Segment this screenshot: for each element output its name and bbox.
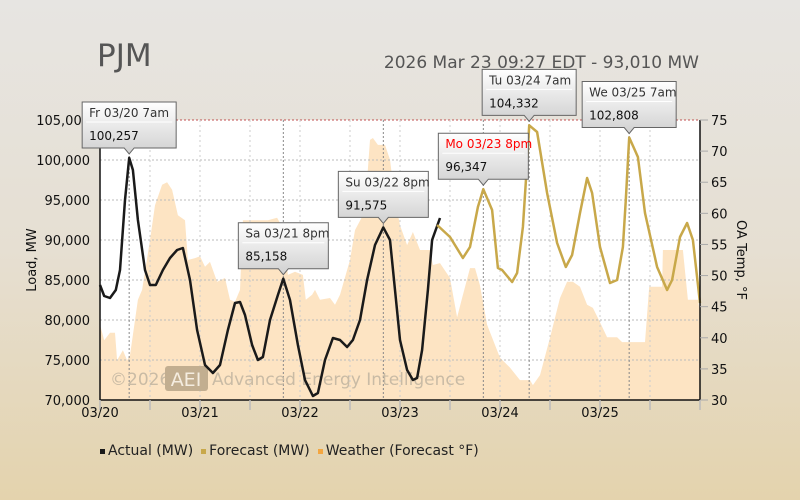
legend-swatch-forecast [201, 448, 207, 454]
callout-value: 96,347 [445, 160, 487, 174]
callout-box [581, 81, 677, 135]
callout-label: Tu 03/24 7am [488, 73, 571, 87]
legend-swatch-weather [317, 448, 323, 454]
peak-callout: Mo 03/23 8pm 96,347 [437, 132, 532, 187]
y-tick-label: 75,000 [45, 354, 91, 369]
y2-tick-label: 70 [711, 145, 728, 160]
callout-label: Mo 03/23 8pm [445, 137, 532, 151]
watermark-copyright: ©2026 [110, 370, 170, 390]
legend-actual[interactable]: Actual (MW) [100, 443, 193, 459]
forecast-load-line [436, 124, 702, 304]
y-tick-label: 90,000 [45, 234, 91, 249]
callout-value: 85,158 [245, 250, 287, 264]
x-tick-label: 03/21 [181, 406, 218, 421]
y2-tick-label: 35 [711, 363, 728, 378]
y2-tick-label: 65 [711, 176, 728, 191]
y-tick-label: 105,000 [36, 114, 90, 129]
legend-weather[interactable]: Weather (Forecast °F) [317, 443, 479, 459]
y-tick-label: 70,000 [45, 394, 91, 409]
x-tick-label: 03/23 [381, 406, 418, 421]
y2-axis-label: OA Temp, °F [733, 220, 748, 300]
callout-value: 104,332 [489, 96, 539, 110]
legend-forecast[interactable]: Forecast (MW) [201, 443, 310, 459]
callout-label: Su 03/22 8pm [345, 175, 429, 189]
y-tick-label: 95,000 [45, 194, 91, 209]
chart-subtitle: 2026 Mar 23 09:27 EDT - 93,010 MW [383, 53, 699, 73]
y-tick-label: 100,000 [36, 154, 90, 169]
peak-callout: Su 03/22 8pm 91,575 [337, 170, 430, 225]
x-tick-label: 03/20 [81, 406, 118, 421]
watermark-name: Advanced Energy Intelligence [212, 370, 465, 390]
x-tick-label: 03/25 [581, 406, 618, 421]
callout-label: We 03/25 7am [589, 86, 676, 100]
y2-tick-label: 55 [711, 238, 728, 253]
callout-box [237, 222, 329, 276]
actual-load-line [98, 156, 442, 398]
y2-tick-label: 45 [711, 301, 728, 316]
legend-swatch-actual [100, 448, 105, 454]
callout-box [81, 101, 177, 155]
callout-label: Fr 03/20 7am [89, 106, 169, 120]
x-tick-label: 03/24 [481, 406, 518, 421]
x-tick-label: 03/22 [281, 406, 318, 421]
callout-value: 100,257 [89, 129, 139, 143]
peak-callout: Fr 03/20 7am 100,257 [81, 101, 177, 155]
aei-logo-box [165, 366, 208, 391]
callout-value: 102,808 [589, 109, 639, 123]
watermark-logo: AEI [171, 369, 202, 391]
y2-tick-label: 30 [711, 394, 728, 409]
peak-callout: Tu 03/24 7am 104,332 [481, 68, 577, 123]
watermark: ©2026 AEI Advanced Energy Intelligence [110, 366, 465, 391]
y-axis-label: Load, MW [25, 228, 40, 292]
callout-box [337, 170, 429, 225]
legend: Actual (MW) Forecast (MW) Weather (Forec… [100, 443, 479, 459]
callout-value: 91,575 [345, 198, 387, 212]
chart-title: PJM [97, 38, 152, 74]
callout-box [437, 132, 529, 187]
legend-label: Forecast (MW) [209, 443, 310, 459]
peak-callout: We 03/25 7am 102,808 [581, 81, 677, 135]
y-tick-label: 85,000 [45, 274, 91, 289]
callout-label: Sa 03/21 8pm [245, 227, 329, 241]
y2-tick-label: 60 [711, 207, 728, 222]
y2-tick-label: 40 [711, 332, 728, 347]
y2-tick-label: 50 [711, 270, 728, 285]
y-tick-label: 80,000 [45, 314, 91, 329]
callout-box [481, 68, 577, 123]
legend-label: Actual (MW) [108, 443, 194, 459]
legend-label: Weather (Forecast °F) [325, 443, 479, 459]
peak-callout: Sa 03/21 8pm 85,158 [237, 222, 329, 276]
y2-tick-label: 75 [711, 114, 728, 129]
